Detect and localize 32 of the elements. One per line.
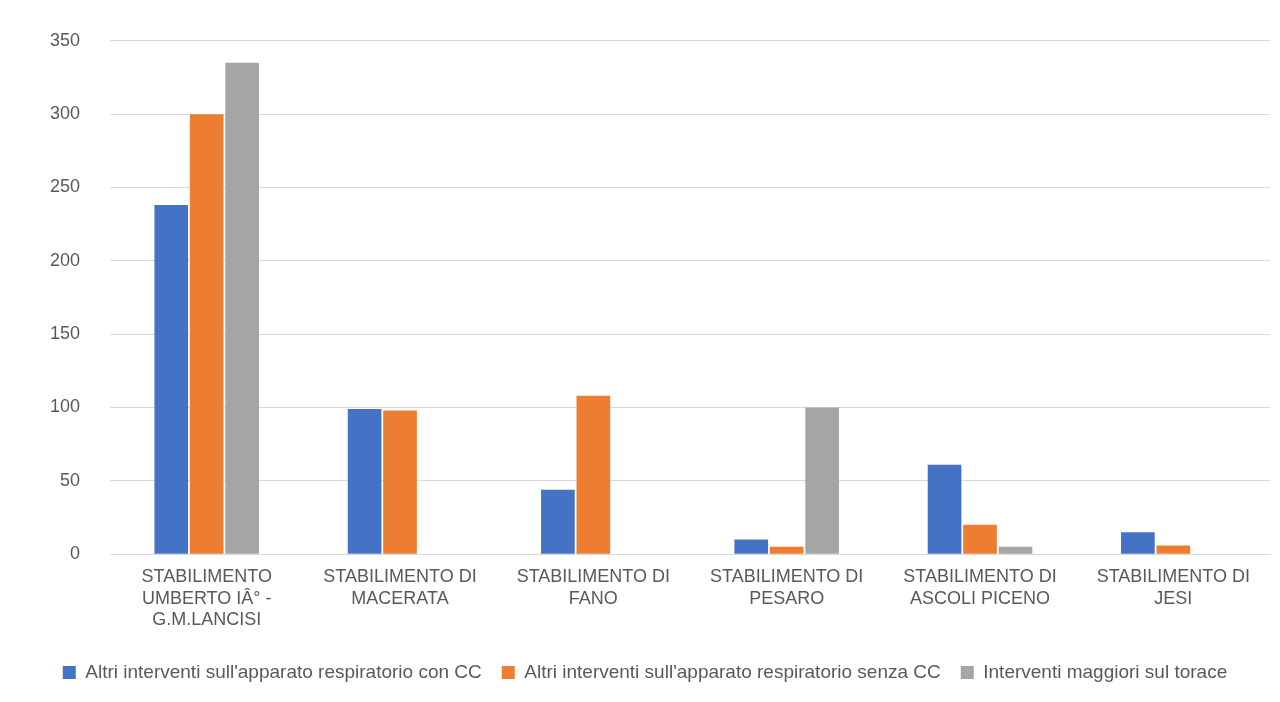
bar xyxy=(805,407,839,554)
bar xyxy=(769,546,804,554)
x-tick-label: STABILIMENTO DI MACERATA xyxy=(323,565,477,608)
x-tick-label: STABILIMENTO DI FANO xyxy=(516,565,671,608)
bar xyxy=(541,489,575,554)
bar xyxy=(189,114,224,554)
y-tick-label: 350 xyxy=(49,29,81,50)
y-tick-label: 150 xyxy=(49,323,81,344)
y-tick-label: 200 xyxy=(49,249,81,270)
legend-label: Altri interventi sull'apparato respiratorio con CC xyxy=(85,660,482,682)
bar xyxy=(347,408,382,554)
bar xyxy=(734,539,769,554)
bar xyxy=(1156,545,1191,554)
x-tick-label: STABILIMENTO DI ASCOLI PICENO xyxy=(903,565,1057,608)
y-tick-label: 0 xyxy=(70,543,81,564)
legend-label: Altri interventi sull'apparato respiratorio senza CC xyxy=(524,660,941,682)
bar xyxy=(998,546,1033,554)
x-tick-label: STABILIMENTO UMBERTO IÂ° - G.M.LANCISI xyxy=(141,565,272,630)
y-tick-label: 50 xyxy=(60,469,81,490)
y-tick-label: 250 xyxy=(49,176,81,197)
bar xyxy=(927,464,962,554)
x-tick-label: STABILIMENTO DI PESARO xyxy=(709,565,864,608)
bar xyxy=(576,395,611,554)
bar xyxy=(383,410,417,554)
bar xyxy=(225,62,259,554)
bar xyxy=(154,205,189,554)
y-tick-label: 300 xyxy=(49,103,81,124)
y-tick-label: 100 xyxy=(49,396,81,417)
x-tick-label: STABILIMENTO DI JESI xyxy=(1096,565,1251,608)
bar xyxy=(1121,532,1155,554)
legend-label: Interventi maggiori sul torace xyxy=(983,660,1228,682)
bar xyxy=(963,524,997,554)
